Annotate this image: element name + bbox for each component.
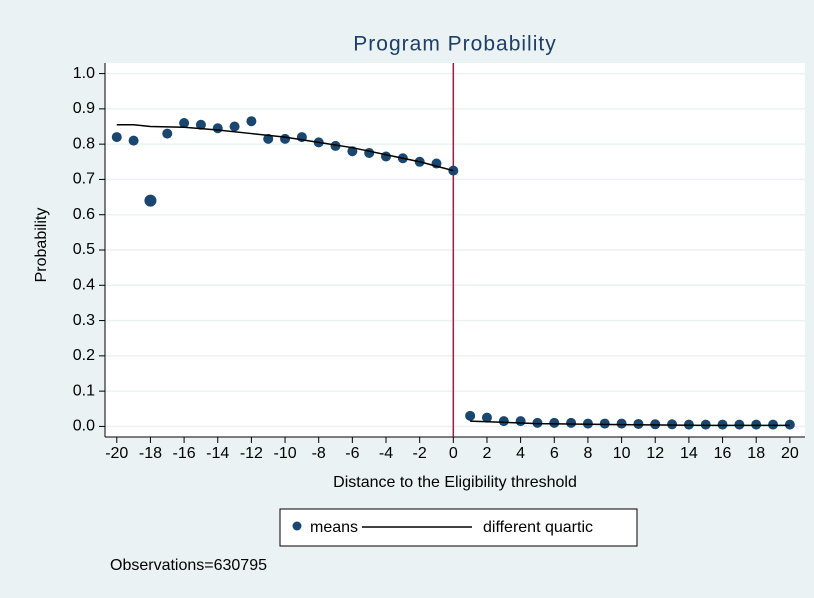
- x-tick-label: -12: [240, 445, 263, 462]
- x-tick-label: -8: [312, 445, 326, 462]
- point: [667, 419, 678, 430]
- point: [179, 117, 190, 128]
- note: Observations=630795: [110, 557, 267, 574]
- y-axis-label: Probability: [33, 208, 50, 283]
- point: [549, 417, 560, 428]
- fit-line: [116, 123, 454, 172]
- y-tick-label: 0.1: [73, 382, 95, 399]
- legend-label: different quartic: [483, 519, 593, 536]
- point: [364, 147, 375, 158]
- point: [381, 151, 392, 162]
- y-tick-label: 0.9: [73, 100, 95, 117]
- x-tick-label: -2: [413, 445, 427, 462]
- point: [330, 140, 341, 151]
- point: [280, 133, 291, 144]
- point: [616, 418, 627, 429]
- legend-label: means: [310, 519, 358, 536]
- point: [633, 418, 644, 429]
- x-tick-label: -16: [173, 445, 196, 462]
- point: [128, 135, 139, 146]
- y-tick-label: 0.0: [73, 418, 95, 435]
- x-tick-label: 10: [613, 445, 631, 462]
- x-tick-label: -10: [273, 445, 296, 462]
- y-tick-label: 0.4: [73, 277, 95, 294]
- x-tick-label: -14: [206, 445, 229, 462]
- x-tick-label: 8: [583, 445, 592, 462]
- point: [263, 133, 274, 144]
- point: [599, 418, 610, 429]
- point: [111, 132, 122, 143]
- y-tick-label: 0.5: [73, 241, 95, 258]
- x-tick-label: -20: [105, 445, 128, 462]
- y-tick-label: 0.2: [73, 347, 95, 364]
- fit-line: [470, 420, 790, 427]
- point: [162, 128, 173, 139]
- legend-marker: [292, 521, 302, 531]
- point: [481, 412, 492, 423]
- point: [498, 416, 509, 427]
- x-tick-label: 2: [483, 445, 492, 462]
- x-tick-label: 16: [714, 445, 732, 462]
- y-tick-label: 0.8: [73, 135, 95, 152]
- point: [229, 121, 240, 132]
- chart-title: Program Probability: [353, 33, 556, 56]
- legend: [279, 508, 638, 547]
- point: [144, 194, 157, 207]
- point: [212, 123, 223, 134]
- point: [566, 417, 577, 428]
- point: [515, 416, 526, 427]
- x-tick-label: 4: [516, 445, 525, 462]
- x-tick-label: 0: [449, 445, 458, 462]
- y-tick-label: 0.6: [73, 206, 95, 223]
- x-tick-label: 14: [680, 445, 698, 462]
- point: [465, 410, 476, 421]
- point: [246, 116, 257, 127]
- point: [195, 119, 206, 130]
- x-tick-label: -18: [139, 445, 162, 462]
- x-axis-label: Distance to the Eligibility threshold: [333, 474, 577, 491]
- x-tick-label: 6: [550, 445, 559, 462]
- x-tick-label: -4: [379, 445, 393, 462]
- x-tick-label: -6: [345, 445, 359, 462]
- x-tick-label: 12: [646, 445, 664, 462]
- y-tick-label: 0.3: [73, 312, 95, 329]
- x-tick-label: 18: [747, 445, 765, 462]
- y-tick-label: 1.0: [73, 65, 95, 82]
- y-tick-label: 0.7: [73, 171, 95, 188]
- x-tick-label: 20: [781, 445, 799, 462]
